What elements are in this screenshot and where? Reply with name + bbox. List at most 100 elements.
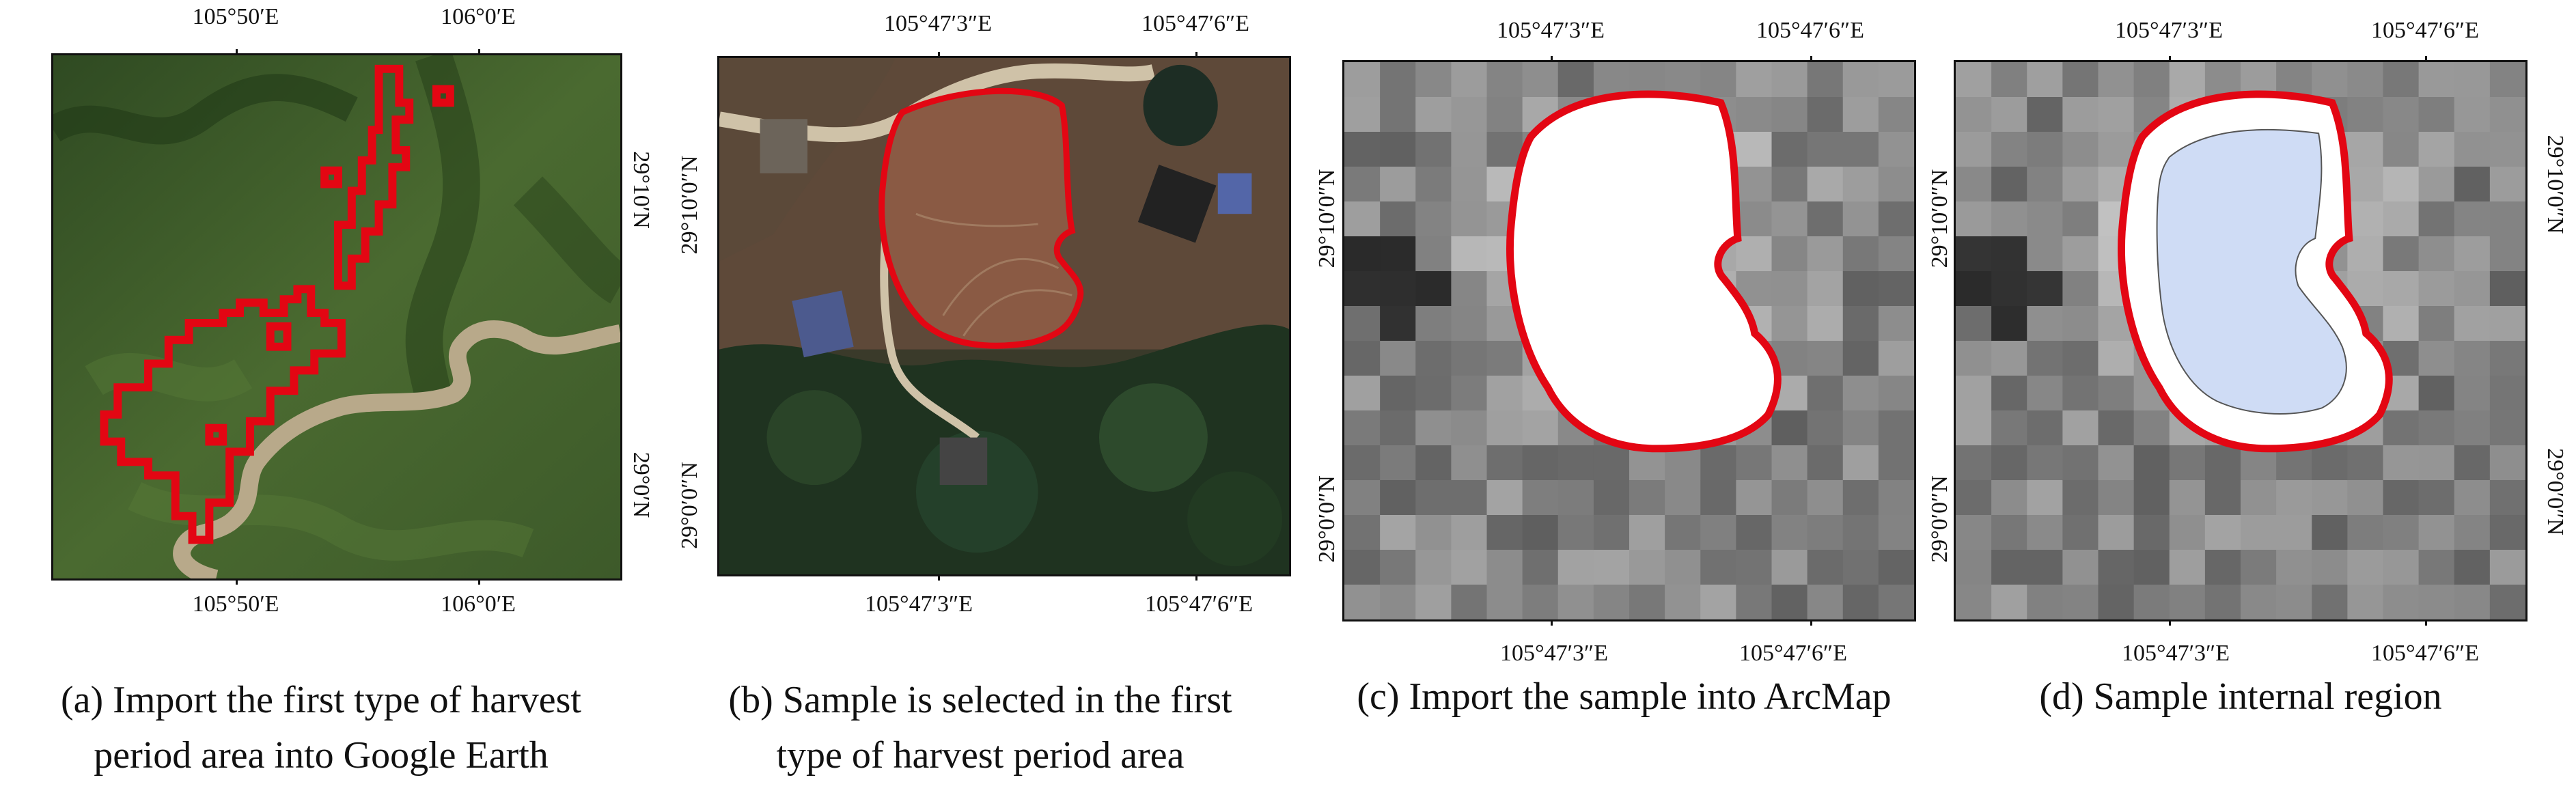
- raster-cell: [2489, 585, 2525, 619]
- raster-cell: [2312, 515, 2348, 550]
- raster-cell: [2489, 201, 2525, 237]
- raster-cell: [1842, 271, 1879, 307]
- sample-boundary: [878, 87, 1084, 349]
- raster-cell: [1700, 445, 1736, 481]
- raster-cell: [1380, 62, 1416, 98]
- raster-cell: [1451, 97, 1487, 132]
- raster-cell: [1807, 236, 1844, 272]
- raster-cell: [1956, 515, 1992, 550]
- raster-cell: [2347, 236, 2383, 272]
- raster-cell: [1344, 201, 1381, 237]
- raster-cell: [2133, 62, 2170, 98]
- raster-cell: [1736, 167, 1772, 202]
- raster-cell: [1700, 62, 1736, 98]
- raster-cell: [2418, 306, 2455, 341]
- raster-cell: [2489, 341, 2525, 376]
- raster-cell: [1956, 306, 1992, 341]
- raster-cell: [1771, 236, 1808, 272]
- raster-cell: [1700, 515, 1736, 550]
- raster-cell: [1451, 341, 1487, 376]
- panel-a-top-label-1: 105°50′E: [192, 4, 279, 29]
- raster-cell: [1665, 480, 1701, 516]
- raster-cell: [2062, 306, 2099, 341]
- raster-cell: [1593, 445, 1630, 481]
- raster-cell: [1956, 97, 1992, 132]
- raster-cell: [2027, 132, 2063, 167]
- raster-cell: [2098, 97, 2135, 132]
- panel-b-map-svg: [719, 58, 1289, 574]
- raster-cell: [2027, 550, 2063, 585]
- raster-cell: [2204, 515, 2241, 550]
- raster-cell: [2204, 62, 2241, 98]
- raster-cell: [1380, 376, 1416, 411]
- raster-cell: [1522, 515, 1559, 550]
- raster-cell: [1807, 515, 1844, 550]
- raster-cell: [1807, 97, 1844, 132]
- raster-cell: [1415, 480, 1452, 516]
- raster-cell: [2418, 271, 2455, 307]
- panel-a-right-label-1: 29°10′N: [628, 151, 654, 229]
- raster-cell: [1807, 376, 1844, 411]
- raster-cell: [1380, 97, 1416, 132]
- raster-cell: [2062, 132, 2099, 167]
- raster-cell: [1380, 445, 1416, 481]
- raster-cell: [2062, 201, 2099, 237]
- panel-b-top-label-2: 105°47′6″E: [1141, 11, 1249, 36]
- raster-cell: [1415, 306, 1452, 341]
- raster-cell: [2383, 236, 2420, 272]
- raster-cell: [2062, 167, 2099, 202]
- raster-cell: [2383, 167, 2420, 202]
- raster-cell: [2347, 585, 2383, 619]
- raster-cell: [1557, 445, 1594, 481]
- raster-cell: [1878, 271, 1914, 307]
- raster-cell: [2133, 445, 2170, 481]
- raster-cell: [1451, 480, 1487, 516]
- raster-cell: [1956, 167, 1992, 202]
- raster-cell: [1736, 480, 1772, 516]
- raster-cell: [2062, 376, 2099, 411]
- raster-cell: [2347, 62, 2383, 98]
- raster-cell: [1380, 271, 1416, 307]
- panel-d-caption: (d) Sample internal region: [1933, 669, 2548, 725]
- raster-cell: [2312, 585, 2348, 619]
- raster-cell: [1956, 585, 1992, 619]
- raster-cell: [1807, 585, 1844, 619]
- raster-cell: [1593, 550, 1630, 585]
- raster-cell: [1878, 585, 1914, 619]
- raster-cell: [1771, 410, 1808, 446]
- panel-a-satellite-map: [51, 53, 622, 581]
- raster-cell: [1991, 201, 2027, 237]
- raster-cell: [1380, 515, 1416, 550]
- raster-cell: [2204, 445, 2241, 481]
- raster-cell: [1557, 515, 1594, 550]
- raster-cell: [2454, 410, 2491, 446]
- raster-cell: [1557, 480, 1594, 516]
- raster-cell: [1842, 62, 1879, 98]
- raster-cell: [2347, 515, 2383, 550]
- raster-cell: [1415, 410, 1452, 446]
- raster-cell: [2062, 341, 2099, 376]
- raster-cell: [1344, 62, 1381, 98]
- panel-b-caption: (b) Sample is selected in the first type…: [652, 673, 1308, 783]
- raster-cell: [2383, 515, 2420, 550]
- raster-cell: [1991, 445, 2027, 481]
- raster-cell: [1842, 480, 1879, 516]
- raster-cell: [1344, 445, 1381, 481]
- panel-b-left-label-2: 29°0′0″N: [677, 462, 702, 549]
- raster-cell: [2489, 306, 2525, 341]
- raster-cell: [2276, 585, 2312, 619]
- raster-cell: [1991, 341, 2027, 376]
- raster-cell: [2098, 62, 2135, 98]
- raster-cell: [2027, 376, 2063, 411]
- raster-cell: [2027, 341, 2063, 376]
- raster-cell: [2489, 167, 2525, 202]
- panel-b: 105°47′3″E 105°47′6″E: [652, 0, 1308, 810]
- raster-grid: [1956, 62, 2525, 619]
- raster-cell: [2241, 585, 2277, 619]
- raster-cell: [1486, 97, 1523, 132]
- raster-cell: [1451, 271, 1487, 307]
- raster-cell: [1878, 410, 1914, 446]
- raster-cell: [1486, 550, 1523, 585]
- raster-cell: [1842, 550, 1879, 585]
- raster-cell: [1451, 410, 1487, 446]
